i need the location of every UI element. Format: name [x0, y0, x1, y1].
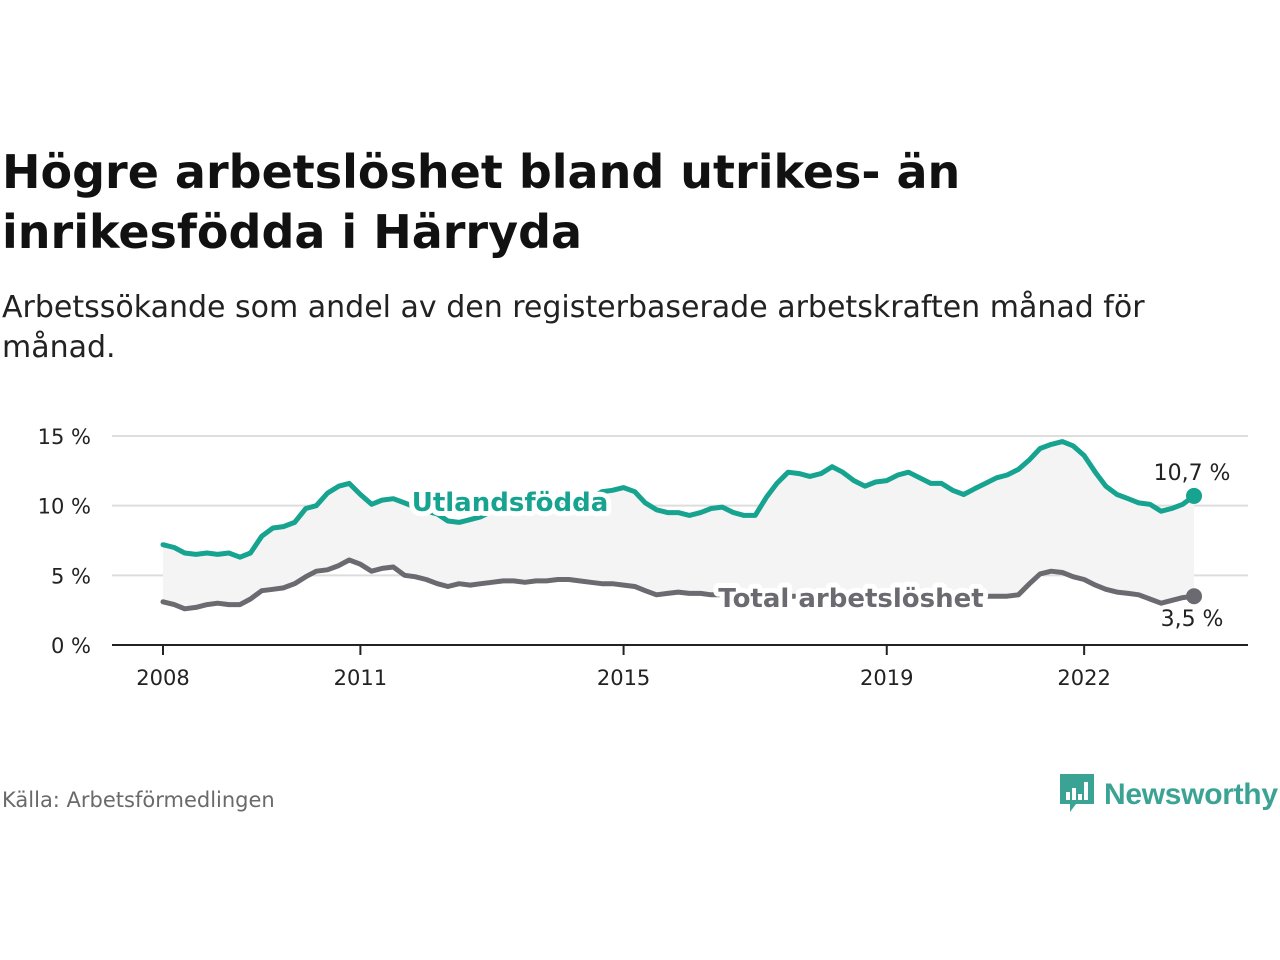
end-label-utlandsfodda: 10,7 %	[1154, 461, 1231, 486]
x-tick-label: 2022	[1057, 666, 1110, 690]
y-tick-label: 5 %	[51, 564, 91, 588]
y-tick-label: 0 %	[51, 634, 91, 658]
x-tick-label: 2008	[136, 666, 189, 690]
brand-logo: Newsworthy	[1058, 772, 1278, 818]
x-tick-label: 2019	[860, 666, 913, 690]
series-layer	[160, 439, 1203, 612]
band-area	[163, 441, 1194, 609]
x-tick-label: 2015	[597, 666, 650, 690]
x-tick-label: 2011	[334, 666, 387, 690]
series-label-total-halo: Total arbetslöshet	[718, 584, 983, 614]
total-arbetsloshet-line	[160, 557, 1197, 612]
source-note: Källa: Arbetsförmedlingen	[2, 788, 275, 812]
x-axis: 2008 2011 2015 2019 2022	[136, 645, 1111, 690]
series-label-utlandsfodda-halo: Utlandsfödda	[412, 488, 609, 518]
y-axis: 0 % 5 % 10 % 15 %	[38, 425, 91, 658]
end-label-total: 3,5 %	[1161, 607, 1224, 632]
series-label-total-text: Total arbetslöshet	[718, 584, 983, 614]
utlandsfodda-end-point	[1186, 487, 1203, 504]
utlandsfodda-line	[160, 439, 1197, 560]
newsworthy-icon	[1060, 774, 1094, 812]
y-tick-label: 10 %	[38, 495, 91, 519]
page-subtitle: Arbetssökande som andel av den registerb…	[2, 290, 1145, 365]
page-title: Högre arbetslöshet bland utrikes- än inr…	[2, 145, 961, 259]
line-chart: 0 % 5 % 10 % 15 % 2008 2011 2015 2019 2022 Utla…	[38, 425, 1248, 690]
y-tick-label: 15 %	[38, 425, 91, 449]
total-arbetsloshet-end-point	[1186, 588, 1203, 605]
series-label-utlandsfodda-text: Utlandsfödda	[412, 488, 609, 518]
brand-name: Newsworthy	[1104, 778, 1278, 811]
